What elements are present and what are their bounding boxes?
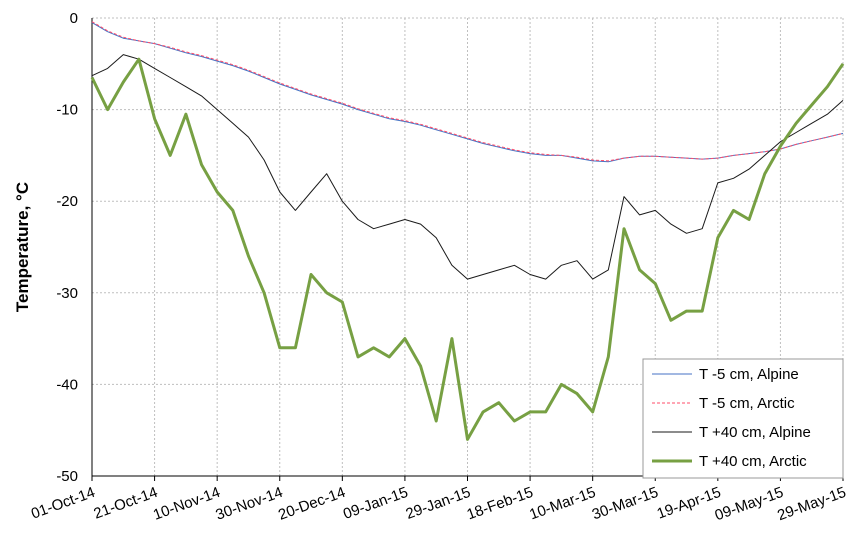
x-tick-label: 21-Oct-14 <box>91 484 159 523</box>
x-tick-label: 20-Dec-14 <box>276 484 348 524</box>
y-tick-label: -50 <box>56 468 78 485</box>
y-tick-label: -20 <box>56 193 78 210</box>
legend-label: T +40 cm, Alpine <box>699 424 811 441</box>
x-tick-label: 09-May-15 <box>713 484 786 524</box>
data-line <box>91 54 844 280</box>
y-tick-label: -10 <box>56 102 78 119</box>
x-tick-label: 29-May-15 <box>775 484 848 524</box>
x-tick-label: 01-Oct-14 <box>29 484 97 523</box>
legend-label: T -5 cm, Alpine <box>699 366 799 383</box>
data-line <box>90 57 845 441</box>
x-tick-label: 10-Nov-14 <box>151 484 223 524</box>
y-tick-label: -40 <box>56 376 78 393</box>
data-line <box>91 21 844 162</box>
x-tick-label: 09-Jan-15 <box>341 484 410 523</box>
x-tick-label: 10-Mar-15 <box>527 484 598 524</box>
legend-label: T -5 cm, Arctic <box>699 395 795 412</box>
x-tick-label: 18-Feb-15 <box>465 484 536 524</box>
y-tick-label: -30 <box>56 285 78 302</box>
x-tick-label: 30-Nov-14 <box>213 484 285 524</box>
x-tick-label: 19-Apr-15 <box>655 484 723 523</box>
y-axis-label: Temperature, °C <box>13 182 32 312</box>
x-tick-label: 29-Jan-15 <box>404 484 473 523</box>
x-tick-label: 30-Mar-15 <box>590 484 661 524</box>
legend-box <box>642 358 844 479</box>
legend-label: T +40 cm, Arctic <box>699 453 807 470</box>
y-tick-label: 0 <box>70 10 78 27</box>
